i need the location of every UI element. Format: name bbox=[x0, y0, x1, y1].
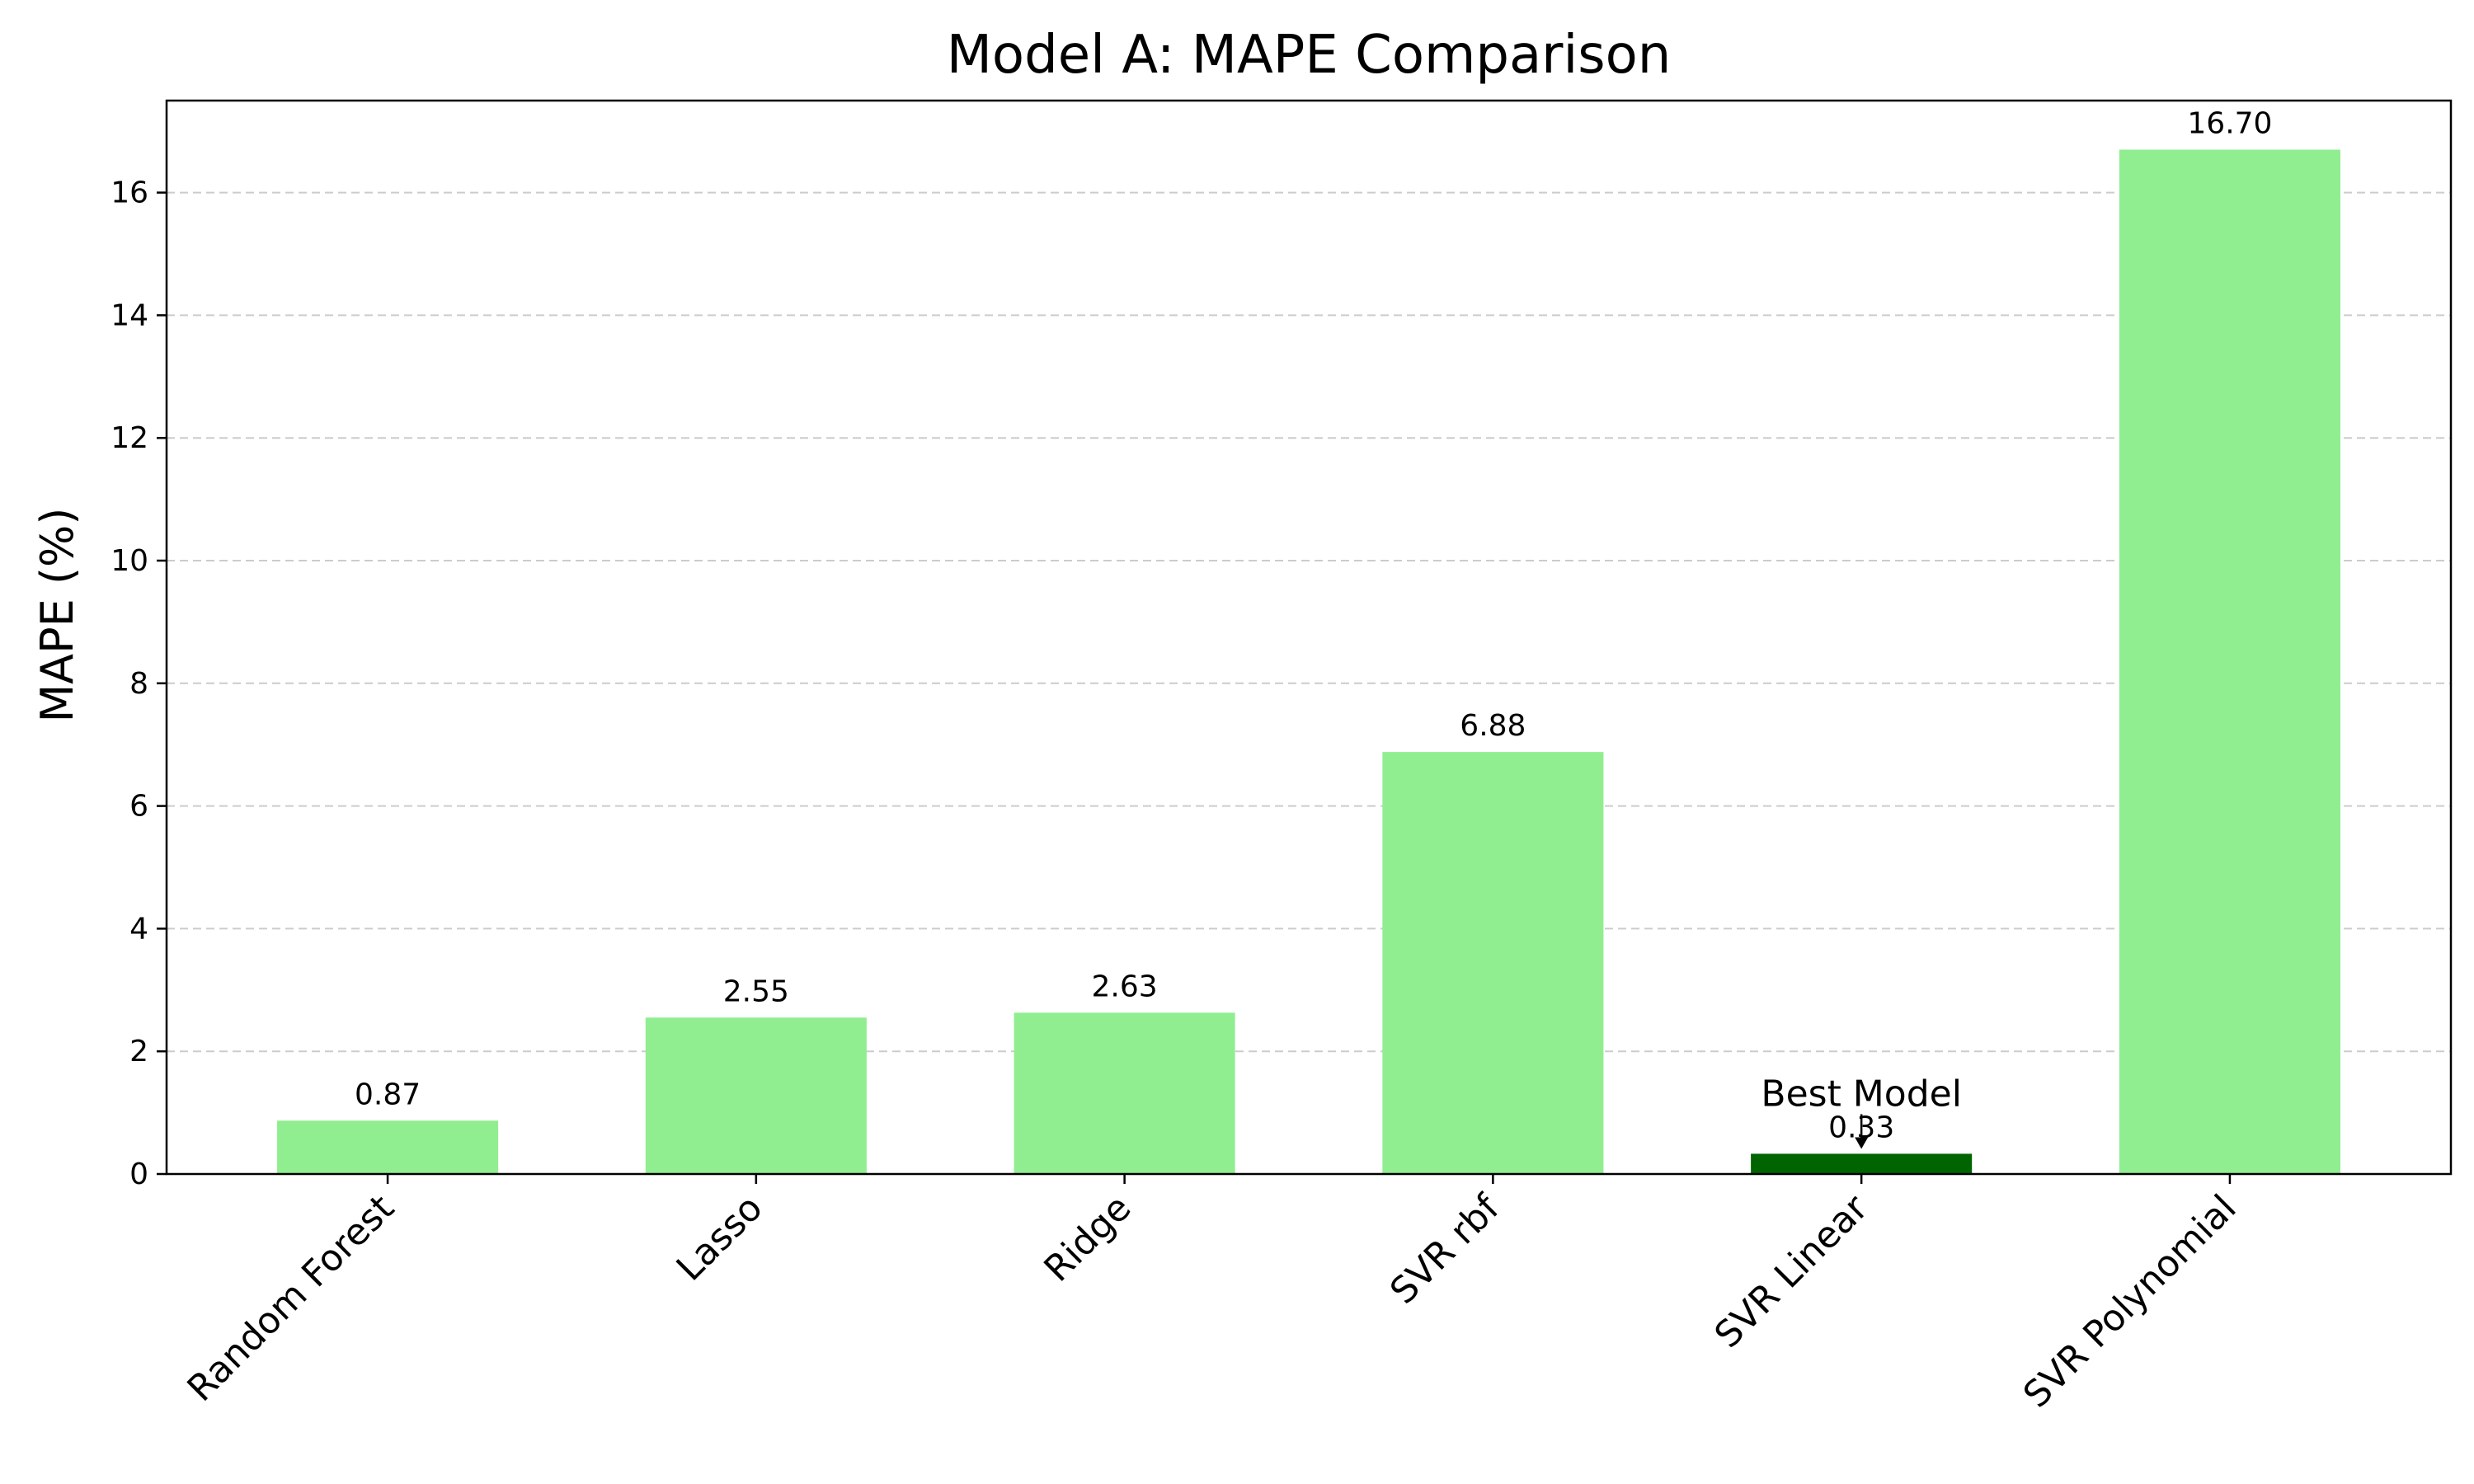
x-tick-label: SVR Polynomial bbox=[2015, 1187, 2245, 1416]
bar bbox=[1751, 1153, 1973, 1174]
y-tick-label: 10 bbox=[111, 544, 148, 578]
bar bbox=[645, 1017, 867, 1174]
y-tick-label: 6 bbox=[129, 790, 148, 824]
data-label: 6.88 bbox=[1460, 709, 1526, 743]
y-tick-label: 8 bbox=[129, 667, 148, 701]
data-label: 16.70 bbox=[2187, 107, 2272, 141]
data-label: 2.55 bbox=[723, 974, 789, 1008]
data-label: 0.87 bbox=[355, 1078, 421, 1111]
chart-title: Model A: MAPE Comparison bbox=[947, 25, 1672, 86]
y-tick-label: 4 bbox=[129, 912, 148, 946]
data-label: 2.63 bbox=[1092, 970, 1158, 1003]
x-tick-label: Lasso bbox=[669, 1187, 771, 1289]
bar bbox=[1382, 752, 1604, 1174]
annotation-arrow-head bbox=[1855, 1137, 1869, 1149]
bar bbox=[1014, 1012, 1235, 1174]
bar bbox=[2119, 149, 2340, 1174]
plot-frame bbox=[165, 99, 2453, 1176]
y-tick-label: 16 bbox=[111, 176, 148, 210]
x-tick-label: SVR Linear bbox=[1707, 1186, 1877, 1356]
y-tick-label: 0 bbox=[129, 1158, 148, 1191]
grid-lines bbox=[167, 191, 2451, 1053]
y-axis: 0 2 4 6 8 10 12 14 16 bbox=[111, 176, 167, 1191]
y-axis-label: MAPE (%) bbox=[31, 508, 83, 723]
x-tick-label: SVR rbf bbox=[1382, 1186, 1508, 1313]
bars bbox=[277, 149, 2340, 1174]
bar bbox=[277, 1120, 499, 1174]
y-tick-label: 14 bbox=[111, 298, 148, 332]
x-tick-label: Ridge bbox=[1036, 1187, 1139, 1290]
x-tick-label: Random Forest bbox=[180, 1187, 402, 1410]
annotation-text: Best Model bbox=[1761, 1073, 1962, 1115]
y-tick-label: 12 bbox=[111, 421, 148, 455]
x-axis: Random Forest Lasso Ridge SVR rbf SVR Linear… bbox=[180, 1174, 2245, 1416]
annotation: Best Model bbox=[1761, 1073, 1962, 1149]
y-tick-label: 2 bbox=[129, 1035, 148, 1068]
